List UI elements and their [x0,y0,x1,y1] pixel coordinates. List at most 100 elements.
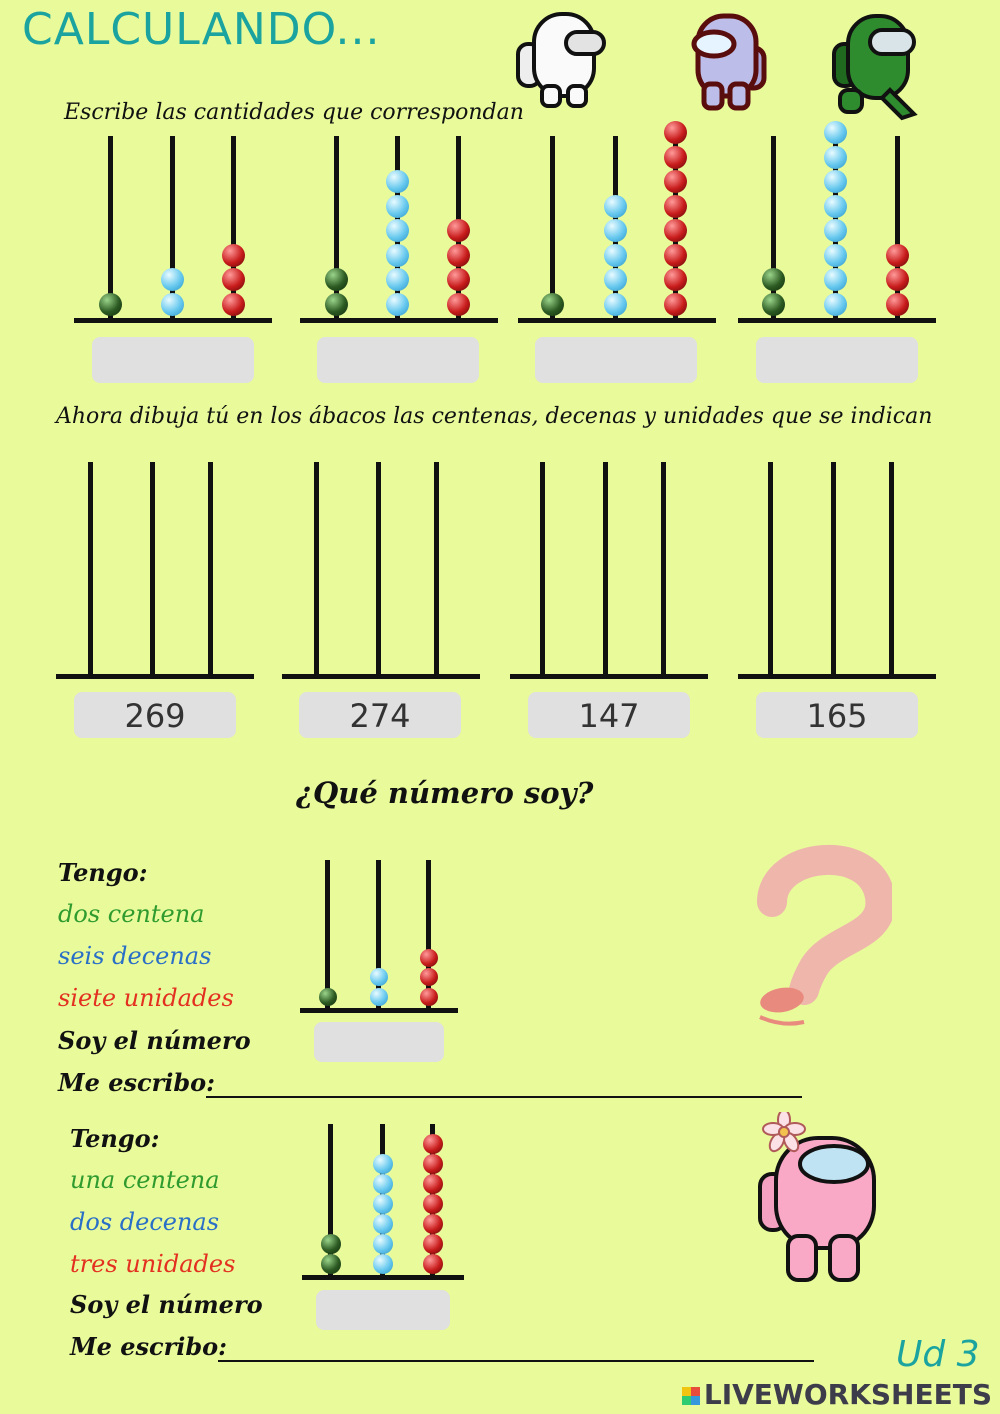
puzzle2-abacus-bead-tens [372,1174,393,1194]
puzzle1-units-text: siete unidades [58,984,234,1012]
puzzle1-abacus-bead-tens [369,968,388,986]
abacus2-1-rod-units [208,462,213,674]
puzzle1-abacus-bead-units [419,968,438,986]
puzzle1-number-input[interactable] [314,1022,444,1062]
abacus1-4-bead-tens [824,268,847,291]
puzzle1-abacus-bead-units [419,987,438,1006]
unit-label: Ud 3 [896,1334,980,1375]
puzzle2-abacus-bead-tens [372,1154,393,1174]
abacus1-3-bead-tens [604,243,627,267]
abacus1-4-bead-units [886,292,909,316]
abacus2-4-rod-tens [831,462,836,674]
abacus1-4-bead-hundreds [762,292,785,316]
puzzle2-abacus-bead-tens [372,1194,393,1214]
abacus1-4-bead-tens [824,194,847,218]
puzzle1-write-line[interactable] [206,1096,802,1098]
puzzle1-abacus-bead-tens [369,987,388,1006]
abacus1-4-rod-hundreds [771,136,776,318]
abacus2-2-rod-tens [376,462,381,674]
abacus1-2-bead-tens [386,219,409,242]
puzzle2-hundreds-text: una centena [70,1166,220,1194]
abacus2-4-rod-hundreds [768,462,773,674]
white-crewmate-icon [516,12,606,108]
abacus2-3-base [510,674,708,679]
abacus1-3-rod-hundreds [550,136,555,318]
abacus1-1-bead-units [222,268,245,291]
puzzle2-abacus-bead-units [422,1134,443,1154]
puzzle1-soy-label: Soy el número [58,1026,251,1055]
puzzle2-abacus-bead-hundreds [320,1234,341,1254]
abacus2-3-rod-tens [603,462,608,674]
abacus1-2-bead-tens [386,170,409,193]
puzzle2-tens-text: dos decenas [70,1208,220,1236]
pink-crewmate-icon [758,1112,876,1282]
abacus1-1-bead-units [222,243,245,267]
puzzle1-tens-text: seis decenas [58,942,212,970]
lavender-crewmate-icon [691,13,767,111]
abacus1-3-bead-tens [604,219,627,242]
puzzle2-soy-label: Soy el número [70,1290,263,1319]
puzzle2-abacus-bead-tens [372,1234,393,1254]
abacus2-3-rod-units [661,462,666,674]
abacus1-2-bead-units [447,219,470,242]
puzzle1-abacus-bead-hundreds [318,987,337,1006]
abacus1-1-answer-input[interactable] [92,337,254,383]
puzzle2-abacus-bead-units [422,1214,443,1234]
abacus1-4-bead-hundreds [762,268,785,291]
abacus1-3-bead-units [664,145,687,169]
abacus1-2-bead-tens [386,243,409,267]
abacus1-3-bead-tens [604,194,627,218]
green-crewmate-icon [832,14,918,121]
abacus1-4-base [738,318,936,323]
abacus1-3-bead-units [664,243,687,267]
puzzle2-abacus-bead-units [422,1194,443,1214]
puzzle1-abacus-rod-units [426,860,431,1008]
abacus1-4-answer-input[interactable] [756,337,918,383]
riddle-title: ¿Qué número soy? [296,776,594,810]
abacus1-1-bead-hundreds [99,292,122,316]
abacus1-4-bead-tens [824,170,847,193]
puzzle2-units-text: tres unidades [70,1250,236,1278]
puzzle2-me-escribo-label: Me escribo: [70,1332,227,1361]
question-mark-icon [757,844,892,1026]
abacus1-2-bead-tens [386,292,409,316]
puzzle2-abacus-base [302,1275,464,1280]
puzzle1-tengo: Tengo: [58,858,148,887]
puzzle2-abacus-bead-units [422,1254,443,1274]
abacus1-2-bead-hundreds [325,292,348,316]
abacus1-3-answer-input[interactable] [535,337,697,383]
abacus1-3-base [518,318,716,323]
abacus1-2-base [300,318,498,323]
liveworksheets-mark-icon [681,1387,700,1405]
abacus1-2-answer-input[interactable] [317,337,479,383]
abacus2-4-base [738,674,936,679]
abacus1-1-rod-units [231,136,236,318]
abacus1-3-bead-units [664,292,687,316]
abacus1-4-rod-units [895,136,900,318]
section1-instruction: Escribe las cantidades que correspondan [64,100,524,125]
abacus1-1-rod-hundreds [108,136,113,318]
puzzle2-tengo: Tengo: [70,1124,160,1153]
puzzle2-write-line[interactable] [218,1360,814,1362]
abacus2-1-rod-hundreds [88,462,93,674]
abacus2-1-target: 269 [74,692,236,738]
abacus2-2-base [282,674,480,679]
abacus1-4-bead-units [886,243,909,267]
abacus2-2-rod-units [434,462,439,674]
abacus1-1-rod-tens [170,136,175,318]
abacus2-4-target: 165 [756,692,918,738]
abacus1-1-bead-tens [161,268,184,291]
abacus1-2-bead-units [447,243,470,267]
abacus1-3-bead-units [664,121,687,144]
puzzle2-abacus-rod-hundreds [328,1124,333,1275]
abacus1-4-bead-tens [824,292,847,316]
abacus1-4-bead-tens [824,243,847,267]
page-title: CALCULANDO... [22,4,381,55]
abacus1-3-bead-hundreds [541,292,564,316]
abacus2-2-rod-hundreds [314,462,319,674]
abacus1-3-bead-tens [604,268,627,291]
abacus1-3-bead-units [664,219,687,242]
liveworksheets-logo[interactable]: LIVEWORKSHEETS [681,1378,992,1411]
abacus1-2-rod-hundreds [334,136,339,318]
puzzle2-number-input[interactable] [316,1290,450,1330]
